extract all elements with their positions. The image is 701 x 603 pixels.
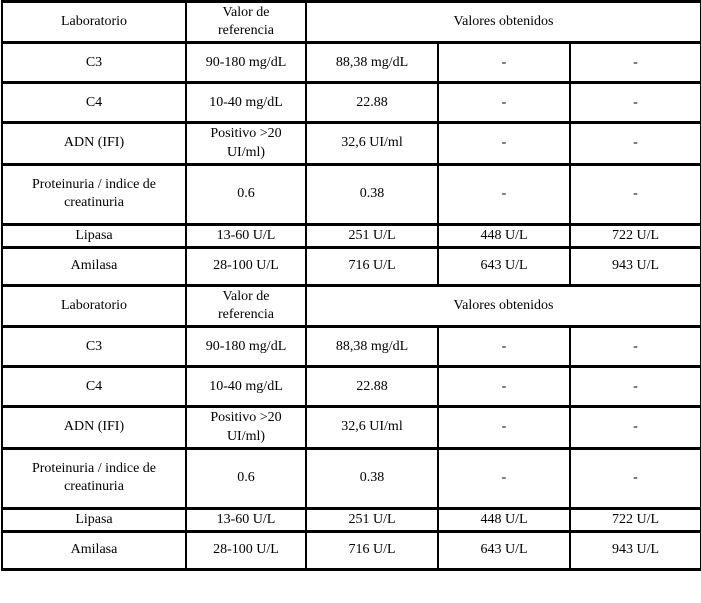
- obtained-value: 943 U/L: [568, 245, 701, 287]
- row-label: Proteinuria / indice de creatinuria: [1, 162, 187, 226]
- reference-value: 90-180 mg/dL: [185, 41, 307, 85]
- obtained-value: 251 U/L: [305, 506, 439, 533]
- table-row-amilasa: Amilasa 28-100 U/L 716 U/L 643 U/L 943 U…: [1, 529, 701, 571]
- table-row-amilasa: Amilasa 28-100 U/L 716 U/L 643 U/L 943 U…: [1, 245, 701, 287]
- row-label: C3: [1, 41, 187, 85]
- table-row-proteinuria: Proteinuria / indice de creatinuria 0.6 …: [1, 446, 701, 510]
- obtained-value: 32,6 UI/ml: [305, 405, 439, 450]
- row-label: Lipasa: [1, 506, 187, 533]
- obtained-value: 22.88: [305, 81, 439, 125]
- obtained-value: 32,6 UI/ml: [305, 121, 439, 166]
- row-label: C3: [1, 325, 187, 369]
- reference-value: 10-40 mg/dL: [185, 81, 307, 125]
- table-row-c3: C3 90-180 mg/dL 88,38 mg/dL - -: [1, 41, 701, 85]
- obtained-value: -: [437, 41, 571, 85]
- obtained-value: -: [568, 365, 701, 409]
- obtained-value: 22.88: [305, 365, 439, 409]
- obtained-value: -: [437, 121, 571, 166]
- reference-value: 0.6: [185, 162, 307, 226]
- table-row-adn-ifi: ADN (IFI) Positivo >20 UI/ml) 32,6 UI/ml…: [1, 121, 701, 166]
- obtained-value: 716 U/L: [305, 245, 439, 287]
- row-label: ADN (IFI): [1, 405, 187, 450]
- row-label: C4: [1, 81, 187, 125]
- table-row-c4: C4 10-40 mg/dL 22.88 - -: [1, 81, 701, 125]
- obtained-value: 251 U/L: [305, 222, 439, 249]
- reference-value: 10-40 mg/dL: [185, 365, 307, 409]
- header-laboratorio: Laboratorio: [1, 283, 187, 329]
- row-label: C4: [1, 365, 187, 409]
- obtained-value: -: [437, 81, 571, 125]
- obtained-value: 88,38 mg/dL: [305, 41, 439, 85]
- header-valor-referencia: Valor de referencia: [185, 283, 307, 329]
- reference-value: Positivo >20 UI/ml): [185, 405, 307, 450]
- obtained-value: -: [568, 81, 701, 125]
- reference-value: 28-100 U/L: [185, 245, 307, 287]
- obtained-value: -: [568, 446, 701, 510]
- obtained-value: 448 U/L: [437, 222, 571, 249]
- obtained-value: 722 U/L: [568, 506, 701, 533]
- obtained-value: 943 U/L: [568, 529, 701, 571]
- lab-table-section-2: Laboratorio Valor de referencia Valores …: [1, 283, 701, 571]
- obtained-value: -: [568, 162, 701, 226]
- reference-value: 0.6: [185, 446, 307, 510]
- obtained-value: -: [437, 446, 571, 510]
- table-header-row: Laboratorio Valor de referencia Valores …: [1, 283, 701, 329]
- obtained-value: 0.38: [305, 162, 439, 226]
- table-row-lipasa: Lipasa 13-60 U/L 251 U/L 448 U/L 722 U/L: [1, 222, 701, 249]
- row-label: Amilasa: [1, 245, 187, 287]
- obtained-value: 448 U/L: [437, 506, 571, 533]
- obtained-value: 0.38: [305, 446, 439, 510]
- obtained-value: -: [568, 41, 701, 85]
- obtained-value: 88,38 mg/dL: [305, 325, 439, 369]
- reference-value: Positivo >20 UI/ml): [185, 121, 307, 166]
- header-valor-referencia: Valor de referencia: [185, 0, 307, 45]
- reference-value: 13-60 U/L: [185, 222, 307, 249]
- row-label: Proteinuria / indice de creatinuria: [1, 446, 187, 510]
- obtained-value: -: [437, 325, 571, 369]
- row-label: ADN (IFI): [1, 121, 187, 166]
- row-label: Lipasa: [1, 222, 187, 249]
- reference-value: 13-60 U/L: [185, 506, 307, 533]
- obtained-value: -: [437, 162, 571, 226]
- obtained-value: -: [437, 405, 571, 450]
- reference-value: 28-100 U/L: [185, 529, 307, 571]
- header-valores-obtenidos: Valores obtenidos: [304, 0, 701, 45]
- table-row-proteinuria: Proteinuria / indice de creatinuria 0.6 …: [1, 162, 701, 226]
- table-row-lipasa: Lipasa 13-60 U/L 251 U/L 448 U/L 722 U/L: [1, 506, 701, 533]
- header-laboratorio: Laboratorio: [1, 0, 187, 45]
- table-header-row: Laboratorio Valor de referencia Valores …: [1, 0, 701, 45]
- obtained-value: 716 U/L: [305, 529, 439, 571]
- table-row-c4: C4 10-40 mg/dL 22.88 - -: [1, 365, 701, 409]
- obtained-value: -: [568, 405, 701, 450]
- row-label: Amilasa: [1, 529, 187, 571]
- lab-results-table: Laboratorio Valor de referencia Valores …: [1, 0, 701, 571]
- obtained-value: 643 U/L: [437, 529, 571, 571]
- obtained-value: -: [437, 365, 571, 409]
- header-valores-obtenidos: Valores obtenidos: [304, 283, 701, 329]
- obtained-value: -: [568, 325, 701, 369]
- obtained-value: 643 U/L: [437, 245, 571, 287]
- obtained-value: -: [568, 121, 701, 166]
- reference-value: 90-180 mg/dL: [185, 325, 307, 369]
- lab-table-section-1: Laboratorio Valor de referencia Valores …: [1, 0, 701, 287]
- obtained-value: 722 U/L: [568, 222, 701, 249]
- table-row-adn-ifi: ADN (IFI) Positivo >20 UI/ml) 32,6 UI/ml…: [1, 405, 701, 450]
- table-row-c3: C3 90-180 mg/dL 88,38 mg/dL - -: [1, 325, 701, 369]
